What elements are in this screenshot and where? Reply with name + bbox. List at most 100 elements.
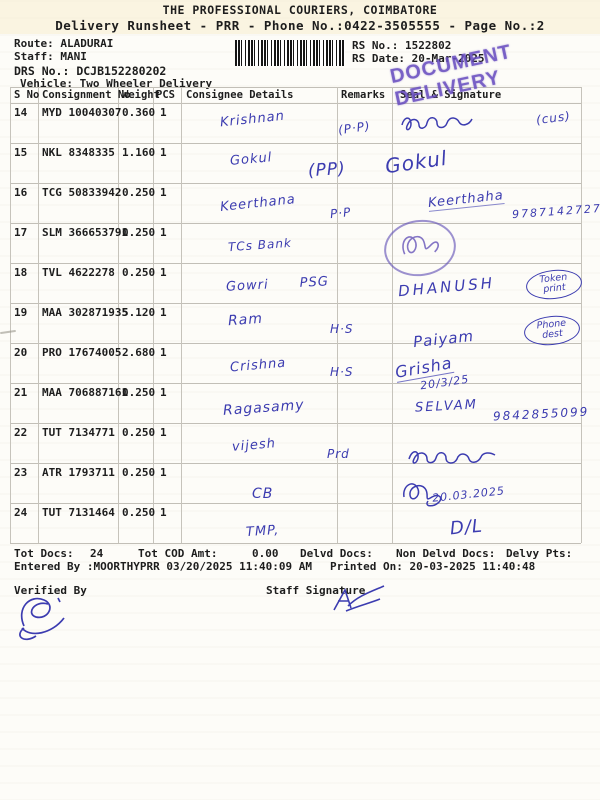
- table-header-border: [10, 103, 581, 104]
- cell-consignment: PRO 17674005: [42, 346, 122, 359]
- consignee-handwriting: Gokul: [229, 150, 273, 169]
- rs-barcode: [235, 40, 345, 66]
- row-divider: [10, 383, 581, 384]
- cell-weight: 5.120: [122, 306, 156, 319]
- delvd-docs-label: Delvd Docs:: [300, 547, 373, 560]
- remark-handwriting: Prd: [327, 447, 350, 461]
- cell-weight: 0.250: [122, 226, 156, 239]
- col-header-consignment: Consignment No: [42, 89, 131, 101]
- cell-consignment: NKL 8348335: [42, 146, 115, 159]
- signature-handwriting: DHANUSH: [397, 273, 496, 301]
- verified-by-signature: [19, 597, 65, 641]
- staff-label: Staff:: [14, 50, 54, 63]
- consignee-handwriting: Ragasamy: [222, 397, 306, 419]
- consignee-handwriting: Crishna: [229, 355, 287, 376]
- col-line: [38, 87, 39, 543]
- cell-sno: 18: [14, 266, 28, 279]
- col-line: [392, 87, 393, 543]
- cell-sno: 16: [14, 186, 28, 199]
- remark-handwriting: H·S: [330, 365, 354, 379]
- remark-handwriting: P·P: [329, 204, 352, 222]
- col-line: [181, 87, 182, 543]
- scan-artifact: [0, 329, 17, 335]
- rs-no-line: RS No.: 1522802: [352, 39, 451, 52]
- vehicle-value: Two Wheeler Delivery: [79, 77, 213, 90]
- staff-line: Staff: MANI: [14, 50, 87, 63]
- seal-scribble: [402, 235, 440, 255]
- signature-handwriting: D/L: [449, 515, 484, 540]
- cell-sno: 20: [14, 346, 28, 359]
- cell-consignment: TCG 50833942: [42, 186, 122, 199]
- row-divider: [10, 183, 581, 184]
- cell-pcs: 1: [160, 186, 167, 199]
- cell-sno: 24: [14, 506, 28, 519]
- scan-tint-band: [0, 0, 600, 34]
- tot-cod-label: Tot COD Amt:: [138, 547, 218, 560]
- cell-pcs: 1: [160, 386, 167, 399]
- cell-pcs: 1: [160, 466, 167, 479]
- signature-phone: 9787142727: [511, 201, 600, 222]
- cell-weight: 1.160: [122, 146, 156, 159]
- row-divider: [10, 423, 581, 424]
- row-divider: [10, 223, 581, 224]
- cell-sno: 22: [14, 426, 28, 439]
- rs-date-label: RS Date:: [352, 52, 405, 65]
- cell-pcs: 1: [160, 506, 167, 519]
- signature-scribble: [408, 451, 496, 464]
- cell-pcs: 1: [160, 146, 167, 159]
- table-top-border: [10, 87, 581, 88]
- staff-signature-label: Staff Signature: [266, 584, 366, 597]
- vehicle-line: Vehicle: Two Wheeler Delivery: [20, 77, 213, 90]
- cell-pcs: 1: [160, 226, 167, 239]
- row-divider: [10, 343, 581, 344]
- round-seal-stamp: [380, 215, 460, 281]
- cell-weight: 2.680: [122, 346, 156, 359]
- cell-weight: 0.250: [122, 506, 156, 519]
- col-line: [153, 87, 154, 543]
- cell-pcs: 1: [160, 426, 167, 439]
- signature-scribble: [403, 483, 442, 507]
- cell-consignment: TUT 7134771: [42, 426, 115, 439]
- cell-weight: 0.250: [122, 186, 156, 199]
- row-divider: [10, 303, 581, 304]
- signature-scribble: [401, 117, 473, 131]
- drs-value: DCJB152280202: [76, 64, 167, 78]
- staff-value: MANI: [60, 50, 87, 63]
- cell-sno: 19: [14, 306, 28, 319]
- col-line: [118, 87, 119, 543]
- cell-weight: 0.250: [122, 466, 156, 479]
- row-divider: [10, 143, 581, 144]
- consignee-handwriting: Krishnan: [219, 108, 286, 131]
- cell-pcs: 1: [160, 346, 167, 359]
- consignee-handwriting: Gowri PSG: [225, 274, 330, 295]
- route-label: Route:: [14, 37, 54, 50]
- consignee-handwriting: TMP,: [245, 522, 280, 541]
- verified-by-label: Verified By: [14, 584, 87, 597]
- remark-handwriting: (PP): [307, 158, 347, 182]
- col-line: [10, 87, 11, 543]
- cell-sno: 15: [14, 146, 28, 159]
- tot-cod-value: 0.00: [252, 547, 279, 560]
- vehicle-label: Vehicle:: [20, 77, 73, 90]
- signature-handwriting: SELVAM: [414, 397, 479, 416]
- remark-handwriting: (P·P): [337, 118, 372, 138]
- cell-weight: 0.250: [122, 426, 156, 439]
- cell-consignment: MAA 302871935: [42, 306, 129, 319]
- tot-docs-value: 24: [90, 547, 104, 560]
- drs-line: DRS No.: DCJB152280202: [14, 65, 166, 78]
- drs-label: DRS No.:: [14, 64, 70, 78]
- col-line: [581, 87, 582, 543]
- cell-consignment: SLM 366653791: [42, 226, 129, 239]
- signature-phone: 9842855099: [492, 404, 590, 424]
- remark-handwriting: H·S: [330, 322, 354, 336]
- row-divider: [10, 263, 581, 264]
- consignee-handwriting: vijesh: [231, 436, 277, 455]
- row-divider: [10, 503, 581, 504]
- signature-handwriting: Keerthaha: [427, 188, 505, 212]
- cell-sno: 23: [14, 466, 28, 479]
- entered-by-line: Entered By :MOORTHYPRR 03/20/2025 11:40:…: [14, 560, 313, 573]
- cell-sno: 14: [14, 106, 28, 119]
- table-bottom-border: [10, 543, 581, 544]
- rs-date-value: 20-Mar-2025: [411, 52, 485, 65]
- route-value: ALADURAI: [60, 37, 114, 50]
